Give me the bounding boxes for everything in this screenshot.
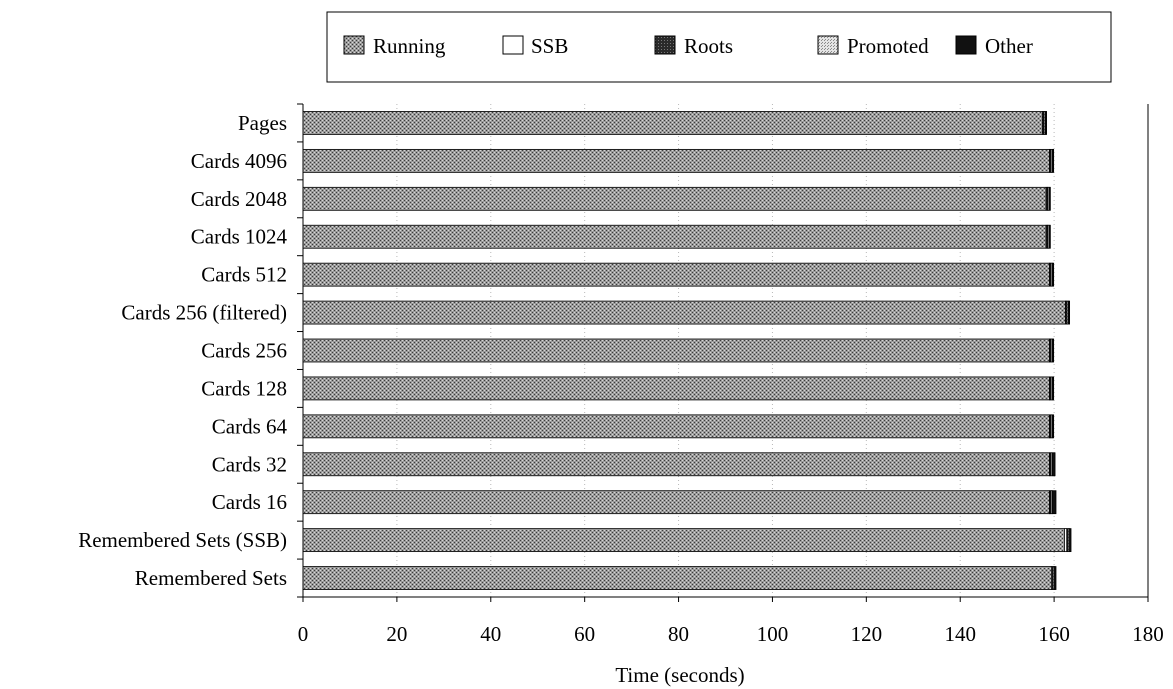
bar-running (302, 414, 1050, 439)
category-label: Cards 64 (212, 414, 288, 438)
legend-item-roots: Roots (654, 34, 733, 58)
bar-other (1051, 452, 1056, 477)
bar-running (302, 148, 1050, 173)
bar-other (1069, 528, 1072, 553)
legend-item-ssb: SSB (502, 34, 568, 58)
bar-running (302, 262, 1050, 287)
bar-running (302, 490, 1050, 515)
bar-other (1051, 338, 1055, 363)
bar-running (302, 111, 1043, 135)
x-tick-label: 20 (386, 622, 407, 646)
category-label: Remembered Sets (SSB) (78, 528, 287, 552)
category-label: Cards 256 (201, 339, 287, 363)
legend-item-promoted: Promoted (817, 34, 929, 58)
plot-area: 0 20 40 60 80 100 120 140 160 180 Pages Cards 4096 C… (78, 103, 1164, 646)
x-tick-label: 100 (757, 622, 789, 646)
bar-running (302, 528, 1065, 553)
bar-other (1054, 566, 1057, 590)
legend-swatch-running (343, 35, 365, 55)
legend-swatch-roots (654, 35, 676, 55)
x-tick-label: 140 (944, 622, 976, 646)
bar-running (302, 186, 1047, 211)
category-label: Remembered Sets (135, 566, 287, 590)
legend-label-roots: Roots (684, 34, 733, 58)
x-tick-label: 180 (1132, 622, 1164, 646)
legend-item-running: Running (343, 34, 446, 58)
category-label: Cards 4096 (191, 149, 287, 173)
x-tick-label: 160 (1038, 622, 1070, 646)
legend-label-running: Running (373, 34, 446, 58)
bar-other (1051, 490, 1057, 515)
bar-running (302, 376, 1050, 401)
category-label: Cards 2048 (191, 187, 287, 211)
category-label: Cards 512 (201, 263, 287, 287)
bar-running (302, 300, 1066, 325)
x-tick-label: 0 (298, 622, 309, 646)
legend-label-ssb: SSB (531, 34, 568, 58)
bar-other (1048, 186, 1051, 211)
bar-other (1051, 376, 1055, 401)
bar-other (1048, 224, 1051, 249)
category-label: Cards 32 (212, 452, 287, 476)
bar-other (1051, 414, 1055, 439)
x-tick-label: 80 (668, 622, 689, 646)
legend: Running SSB Roots Promoted Other (326, 11, 1112, 83)
x-tick-label: 40 (480, 622, 501, 646)
legend-label-other: Other (985, 34, 1033, 58)
x-tick-label: 60 (574, 622, 595, 646)
category-label: Cards 256 (filtered) (121, 301, 287, 325)
bar-other (1067, 300, 1071, 325)
legend-swatch-promoted (817, 35, 839, 55)
bar-other (1044, 111, 1047, 135)
legend-swatch-ssb (502, 35, 524, 55)
category-label: Pages (238, 111, 287, 135)
x-axis-title: Time (seconds) (615, 663, 744, 687)
legend-label-promoted: Promoted (847, 34, 929, 58)
category-label: Cards 16 (212, 490, 287, 514)
bar-running (302, 452, 1050, 477)
bar-running (302, 224, 1047, 249)
bar-running (302, 566, 1053, 590)
bar-other (1051, 148, 1055, 173)
x-tick-label: 120 (851, 622, 883, 646)
legend-swatch-other (955, 35, 977, 55)
category-label: Cards 1024 (191, 225, 288, 249)
category-label: Cards 128 (201, 376, 287, 400)
bar-running (302, 338, 1050, 363)
legend-box (326, 11, 1112, 83)
legend-item-other: Other (955, 34, 1033, 58)
bar-other (1051, 262, 1055, 287)
